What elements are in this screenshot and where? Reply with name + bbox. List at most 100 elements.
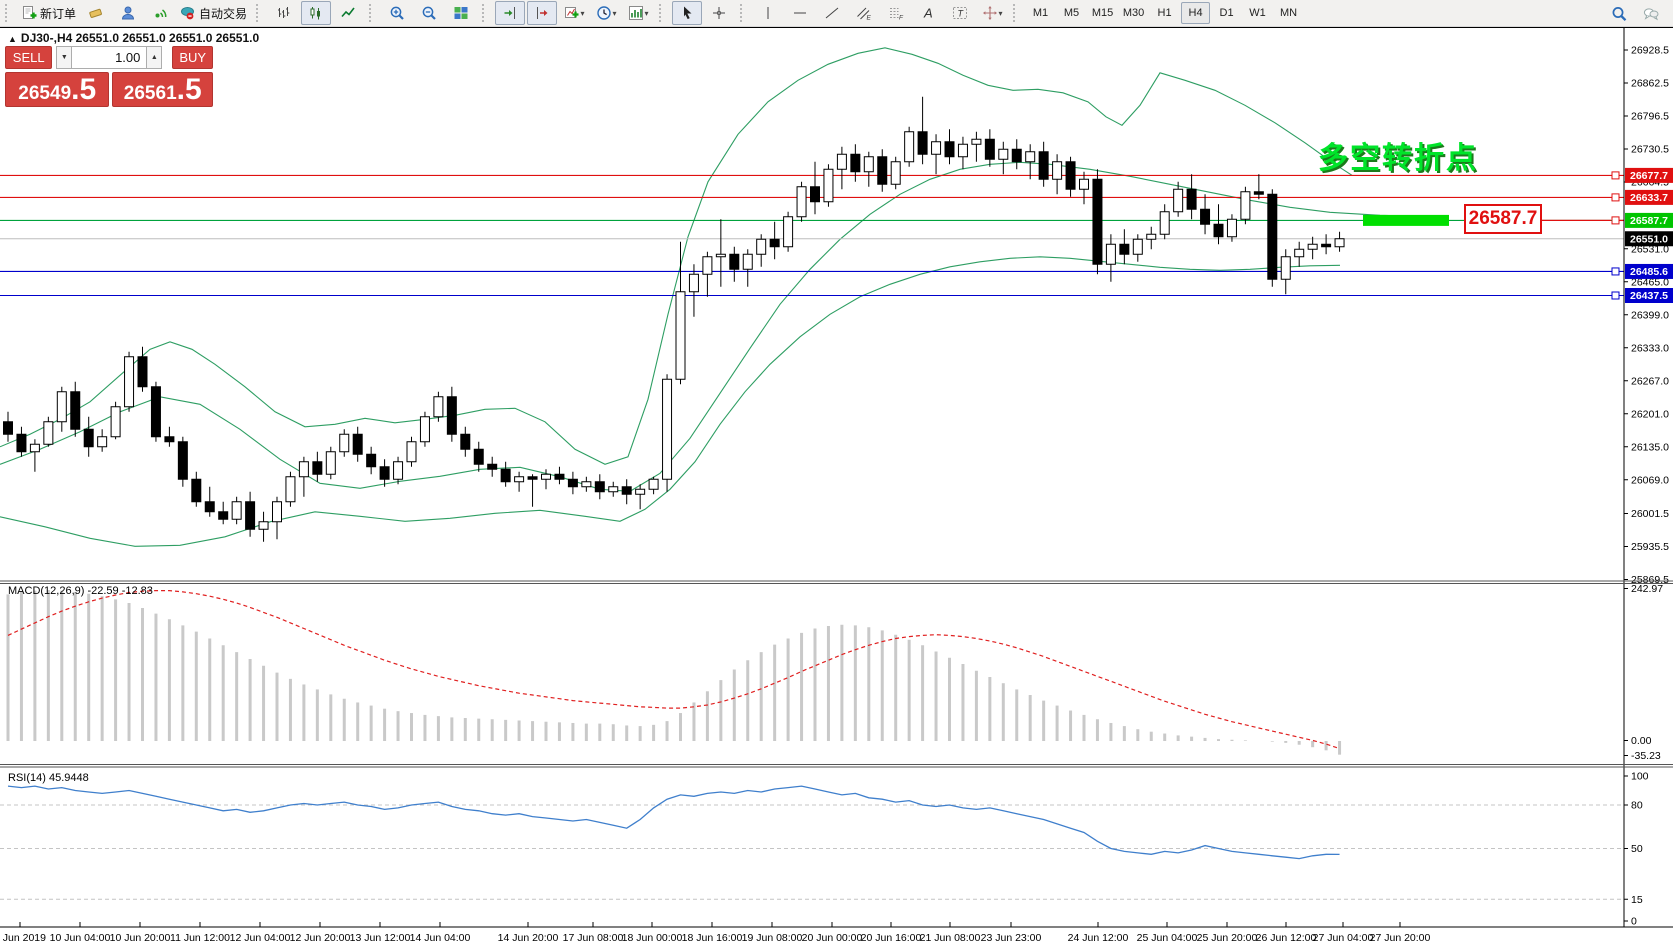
- price-badge-26437.5: [1625, 288, 1673, 303]
- candle-body: [957, 143, 968, 158]
- price-badge-26485.6: [1625, 263, 1673, 279]
- candle-body: [944, 141, 955, 158]
- candle-body: [379, 466, 390, 480]
- autoscroll-button[interactable]: [495, 1, 526, 25]
- candle-body: [446, 396, 457, 435]
- timeframe-W1[interactable]: W1: [1249, 7, 1266, 19]
- timeframe-M1[interactable]: M1: [1032, 7, 1049, 19]
- price-axis-label: 25935.5: [1631, 541, 1669, 553]
- new-order-button[interactable]: 新订单: [18, 1, 79, 25]
- timeframe-D1[interactable]: D1: [1219, 7, 1234, 19]
- buy-button[interactable]: BUY: [172, 46, 213, 69]
- candle-body: [312, 461, 323, 475]
- timeframe-M30[interactable]: M30: [1122, 7, 1145, 19]
- zoom-out-button[interactable]: [414, 1, 444, 25]
- candle-body: [931, 141, 942, 155]
- bar-chart-button[interactable]: [269, 1, 299, 25]
- timeframe-M15[interactable]: M15: [1091, 7, 1114, 19]
- crosshair-button[interactable]: [704, 1, 734, 25]
- search-button[interactable]: [1604, 2, 1634, 26]
- tile-windows-button[interactable]: [446, 1, 476, 25]
- chart-shift-button[interactable]: [527, 1, 558, 25]
- candle-body: [796, 186, 807, 218]
- line-chart-button[interactable]: [333, 1, 363, 25]
- volume-decrease-button[interactable]: ▼: [56, 46, 73, 69]
- candle-body: [917, 131, 928, 155]
- candle-body: [836, 153, 847, 170]
- collapse-triangle-icon: ▲: [8, 34, 17, 44]
- svg-text:E: E: [867, 15, 872, 22]
- price-axis-label: 26267.0: [1631, 375, 1669, 387]
- candle-body: [1253, 191, 1264, 195]
- price-callout[interactable]: 26587.7: [1464, 204, 1542, 234]
- timeframe-MN[interactable]: MN: [1279, 7, 1298, 19]
- candle-chart-button[interactable]: [301, 1, 332, 25]
- line-anchor-marker: [1611, 291, 1620, 300]
- fibonacci-button[interactable]: F: [881, 1, 911, 25]
- bollinger-upper-band: [0, 47, 1353, 465]
- candle-body: [406, 441, 417, 463]
- time-axis-label: 20 Jun 00:00: [802, 932, 863, 944]
- trendline-button[interactable]: [817, 1, 847, 25]
- text-label-button[interactable]: T: [945, 1, 975, 25]
- time-axis-label: 12 Jun 20:00: [290, 932, 351, 944]
- timeframe-M5[interactable]: M5: [1063, 7, 1080, 19]
- candle-body: [218, 511, 229, 520]
- candle-body: [433, 396, 444, 418]
- cursor-button[interactable]: [672, 1, 703, 25]
- candle-body: [581, 481, 592, 488]
- text-button[interactable]: A: [913, 1, 943, 25]
- indicators-icon: [564, 5, 580, 21]
- horizontal-line-button[interactable]: [785, 1, 815, 25]
- sell-button[interactable]: SELL: [5, 46, 53, 69]
- volume-increase-button[interactable]: ▲: [146, 46, 163, 69]
- vertical-line-icon: [760, 5, 776, 21]
- candle-body: [675, 291, 686, 380]
- zoom-in-button[interactable]: [382, 1, 412, 25]
- price-axis-label: 26928.5: [1631, 45, 1669, 57]
- candle-chart-icon: [308, 5, 324, 21]
- community-button[interactable]: [113, 1, 143, 25]
- user-icon: [120, 5, 136, 21]
- vertical-line-button[interactable]: [753, 1, 783, 25]
- highlight-zone[interactable]: [1363, 214, 1449, 226]
- candle-body: [1321, 243, 1332, 248]
- arrows-button[interactable]: ▾: [977, 1, 1007, 25]
- candle-body: [285, 476, 296, 503]
- sell-price[interactable]: 26549.5: [5, 72, 110, 107]
- fibonacci-icon: F: [888, 5, 904, 21]
- candle-body: [998, 148, 1009, 160]
- autotrading-button[interactable]: 自动交易: [177, 1, 250, 25]
- volume-input[interactable]: [72, 46, 147, 69]
- annotation-text[interactable]: 多空转折点: [1318, 142, 1478, 175]
- buy-price[interactable]: 26561.5: [112, 72, 213, 107]
- line-anchor-marker: [1611, 193, 1620, 202]
- candle-body: [393, 461, 404, 480]
- templates-button[interactable]: ▾: [623, 1, 653, 25]
- price-axis-label: 26069.0: [1631, 474, 1669, 486]
- signal-icon: [152, 5, 168, 21]
- indicators-button[interactable]: ▾: [559, 1, 589, 25]
- candle-body: [1092, 178, 1103, 265]
- candle-body: [1159, 211, 1170, 235]
- candle-body: [325, 451, 336, 475]
- signal-button[interactable]: [145, 1, 175, 25]
- time-axis-label: 27 Jun 20:00: [1370, 932, 1431, 944]
- channel-button[interactable]: E: [849, 1, 879, 25]
- candle-body: [594, 481, 605, 493]
- periods-button[interactable]: ▾: [591, 1, 621, 25]
- styler-button[interactable]: [81, 1, 111, 25]
- candle-body: [97, 436, 108, 448]
- candle-body: [204, 501, 215, 513]
- zoom-in-icon: [389, 5, 405, 21]
- candle-body: [850, 153, 861, 173]
- time-axis-label: 10 Jun 20:00: [110, 932, 171, 944]
- trendline-icon: [824, 5, 840, 21]
- price-badge-label: 26485.6: [1630, 266, 1668, 278]
- timeframe-H1[interactable]: H1: [1157, 7, 1172, 19]
- timeframe-H4[interactable]: H4: [1181, 2, 1211, 24]
- chat-button[interactable]: [1636, 2, 1666, 26]
- candle-body: [890, 161, 901, 185]
